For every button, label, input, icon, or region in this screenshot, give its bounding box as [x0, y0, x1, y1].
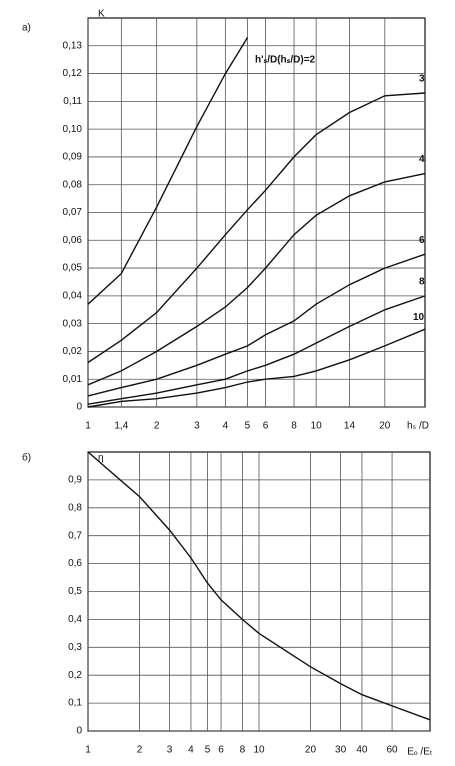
- y-tick-label: 0,12: [63, 68, 83, 79]
- x-tick-label: 4: [223, 421, 229, 432]
- x-tick-label: 1: [85, 421, 91, 432]
- x-tick-label: 30: [335, 745, 347, 756]
- y-tick-label: 0,3: [68, 642, 82, 653]
- x-tick-label: 6: [218, 745, 224, 756]
- curve: [87, 451, 431, 721]
- curve-label: 4: [419, 154, 425, 165]
- x-tick-label: 10: [311, 421, 323, 432]
- y-axis-label: η: [98, 453, 104, 464]
- y-axis-label: K: [98, 9, 105, 20]
- curve-label: 8: [419, 276, 425, 287]
- curve-label: 6: [419, 235, 425, 246]
- y-tick-label: 0,5: [68, 586, 82, 597]
- x-tick-label: 1,4: [114, 421, 128, 432]
- y-tick-label: 0,11: [63, 96, 82, 107]
- y-tick-label: 0,8: [68, 502, 82, 513]
- curve-label: 3: [419, 74, 425, 85]
- y-tick-label: 0,1: [68, 698, 82, 709]
- curve: [87, 172, 426, 386]
- x-tick-label: 3: [194, 421, 200, 432]
- y-tick-label: 0,06: [63, 235, 83, 246]
- y-tick-label: 0: [76, 402, 82, 413]
- curve-label: 10: [413, 312, 425, 323]
- x-tick-label: 8: [240, 745, 246, 756]
- x-tick-label: 10: [253, 745, 265, 756]
- curve: [87, 92, 426, 364]
- y-tick-label: 0,04: [63, 290, 83, 301]
- curve: [87, 328, 426, 408]
- x-axis-label: Eₒ /Eₜ: [407, 747, 433, 758]
- y-tick-label: 0,4: [68, 614, 82, 625]
- curve: [87, 295, 426, 405]
- curve: [87, 37, 249, 305]
- y-tick-label: 0,09: [63, 152, 83, 163]
- x-tick-label: 1: [85, 745, 91, 756]
- x-tick-label: 5: [205, 745, 211, 756]
- x-tick-label: 3: [167, 745, 173, 756]
- y-tick-label: 0,10: [63, 124, 83, 135]
- y-tick-label: 0,05: [63, 263, 83, 274]
- y-tick-label: 0,2: [68, 670, 82, 681]
- y-tick-label: 0,03: [63, 318, 83, 329]
- y-tick-label: 0,01: [63, 374, 83, 385]
- y-tick-label: 0,13: [63, 40, 83, 51]
- x-tick-label: 4: [188, 745, 194, 756]
- curve-label: h'ₛ/D(hₛ/D)=2: [255, 55, 316, 66]
- y-tick-label: 0,9: [68, 475, 82, 486]
- y-tick-label: 0,6: [68, 558, 82, 569]
- y-tick-label: 0,7: [68, 530, 82, 541]
- x-tick-label: 2: [154, 421, 160, 432]
- x-axis-label: hₛ /D: [407, 421, 429, 432]
- x-tick-label: 20: [379, 421, 391, 432]
- y-tick-label: 0,08: [63, 179, 83, 190]
- x-tick-label: 40: [356, 745, 368, 756]
- curve: [87, 253, 426, 397]
- y-tick-label: 0: [76, 726, 82, 737]
- x-tick-label: 5: [245, 421, 251, 432]
- panel-label: б): [22, 452, 31, 464]
- y-tick-label: 0,02: [63, 346, 83, 357]
- x-tick-label: 20: [305, 745, 317, 756]
- x-tick-label: 6: [263, 421, 269, 432]
- x-tick-label: 60: [387, 745, 399, 756]
- x-tick-label: 2: [137, 745, 143, 756]
- x-tick-label: 14: [344, 421, 356, 432]
- x-tick-label: 8: [291, 421, 297, 432]
- y-tick-label: 0,07: [63, 207, 83, 218]
- panel-label: а): [22, 23, 31, 34]
